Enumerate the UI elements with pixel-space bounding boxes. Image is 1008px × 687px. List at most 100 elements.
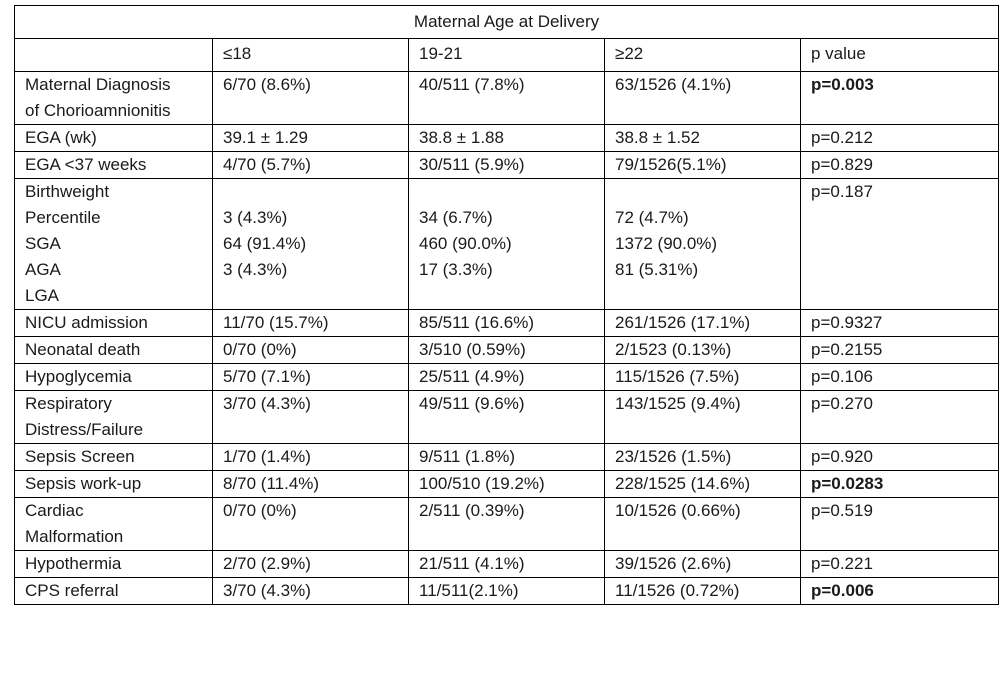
p-value-cell: p=0.212 [799,124,1000,152]
value-age-ge22-cell: 10/1526 (0.66%) [604,497,801,551]
table-title: Maternal Age at Delivery [13,5,1000,39]
value-age-ge22-line [615,179,790,205]
p-value-cell: p=0.920 [799,443,1000,471]
value-age-le18-cell: 3/70 (4.3%) [212,390,409,444]
value-age-le18-cell: 5/70 (7.1%) [212,363,409,391]
table-row: EGA (wk) 39.1 ± 1.29 38.8 ± 1.88 38.8 ± 1.5… [14,124,1000,152]
value-age-19-21-cell: 3/510 (0.59%) [408,336,605,364]
value-age-ge22-cell: 23/1526 (1.5%) [604,443,801,471]
value-age-19-21-line: 21/511 (4.1%) [419,554,525,573]
value-age-ge22-cell: 72 (4.7%) 1372 (90.0%) 81 (5.31%) [604,178,801,310]
p-value-cell: p=0.2155 [799,336,1000,364]
value-age-le18-line: 3 (4.3%) [223,260,288,279]
row-label-cell: EGA (wk) [14,124,213,152]
value-age-ge22-line: 38.8 ± 1.52 [615,128,700,147]
value-age-ge22-line: 261/1526 (17.1%) [615,313,751,332]
value-age-19-21-cell: 100/510 (19.2%) [408,470,605,498]
row-label-line: Malformation [25,527,124,546]
value-age-ge22-line: 39/1526 (2.6%) [615,554,732,573]
value-age-19-21-line: 85/511 (16.6%) [419,313,534,332]
row-label-line: Birthweight [25,182,110,201]
p-value-cell: p=0.006 [799,577,1000,605]
maternal-age-table: Maternal Age at Delivery ≤18 19-21 ≥22 p… [13,5,1000,605]
value-age-ge22-line: 23/1526 (1.5%) [615,447,732,466]
value-age-19-21-cell: 2/511 (0.39%) [408,497,605,551]
row-label-line: Respiratory [25,394,112,413]
value-age-le18-line: 2/70 (2.9%) [223,554,311,573]
value-age-ge22-line: 143/1525 (9.4%) [615,394,741,413]
row-label-line: Hypoglycemia [25,367,132,386]
row-label-cell: Birthweight Percentile SGA AGA LGA [14,178,213,310]
value-age-19-21-cell: 40/511 (7.8%) [408,71,605,125]
row-label-line: NICU admission [25,313,148,332]
value-age-ge22-cell: 11/1526 (0.72%) [604,577,801,605]
table-row: NICU admission 11/70 (15.7%) 85/511 (16.6%… [14,309,1000,337]
row-label-line: EGA <37 weeks [25,155,147,174]
table-row: Hypothermia 2/70 (2.9%) 21/511 (4.1%) 39/15… [14,550,1000,578]
row-label-line: Percentile [25,208,101,227]
value-age-ge22-cell: 228/1525 (14.6%) [604,470,801,498]
row-label-line: AGA [25,260,61,279]
value-age-19-21-line: 2/511 (0.39%) [419,501,525,520]
value-age-ge22-cell: 38.8 ± 1.52 [604,124,801,152]
value-age-19-21-cell: 30/511 (5.9%) [408,151,605,179]
table-row: Maternal Diagnosis of Chorioamnionitis 6/7… [14,71,1000,125]
value-age-le18-cell: 39.1 ± 1.29 [212,124,409,152]
value-age-le18-cell: 8/70 (11.4%) [212,470,409,498]
value-age-19-21-line: 9/511 (1.8%) [419,447,516,466]
table-row: Sepsis Screen 1/70 (1.4%) 9/511 (1.8%) 23/1… [14,443,1000,471]
table-row: Birthweight Percentile SGA AGA LGA 3 (4.3%) 6… [14,178,1000,310]
row-label-line: Cardiac [25,501,84,520]
value-age-19-21-line: 25/511 (4.9%) [419,367,525,386]
value-age-19-21-cell: 49/511 (9.6%) [408,390,605,444]
value-age-ge22-cell: 2/1523 (0.13%) [604,336,801,364]
value-age-ge22-line: 2/1523 (0.13%) [615,340,732,359]
row-label-line: of Chorioamnionitis [25,101,171,120]
row-label-line: Neonatal death [25,340,141,359]
value-age-19-21-cell: 34 (6.7%) 460 (90.0%) 17 (3.3%) [408,178,605,310]
value-age-ge22-line: 10/1526 (0.66%) [615,501,741,520]
value-age-19-21-line: 460 (90.0%) [419,234,512,253]
value-age-le18-line: 3/70 (4.3%) [223,581,311,600]
row-label-cell: Respiratory Distress/Failure [14,390,213,444]
value-age-le18-line: 1/70 (1.4%) [223,447,311,466]
value-age-19-21-line: 34 (6.7%) [419,208,493,227]
value-age-le18-line: 11/70 (15.7%) [223,313,329,332]
value-age-ge22-cell: 79/1526(5.1%) [604,151,801,179]
value-age-le18-cell: 1/70 (1.4%) [212,443,409,471]
column-header-label [14,38,213,72]
value-age-le18-cell: 3 (4.3%) 64 (91.4%) 3 (4.3%) [212,178,409,310]
value-age-19-21-line: 30/511 (5.9%) [419,155,525,174]
value-age-le18-line: 39.1 ± 1.29 [223,128,308,147]
value-age-ge22-cell: 143/1525 (9.4%) [604,390,801,444]
p-value-cell: p=0.829 [799,151,1000,179]
value-age-le18-cell: 6/70 (8.6%) [212,71,409,125]
value-age-ge22-line: 228/1525 (14.6%) [615,474,751,493]
value-age-ge22-line: 1372 (90.0%) [615,234,718,253]
table-row: Cardiac Malformation 0/70 (0%) 2/511 (0.39%… [14,497,1000,551]
value-age-19-21-line: 11/511(2.1%) [419,581,519,600]
p-value-cell: p=0.270 [799,390,1000,444]
row-label-cell: Maternal Diagnosis of Chorioamnionitis [14,71,213,125]
table-row: EGA <37 weeks 4/70 (5.7%) 30/511 (5.9%) 79/… [14,151,1000,179]
row-label-line: Sepsis work-up [25,474,142,493]
table-row: CPS referral 3/70 (4.3%) 11/511(2.1%) 11/15… [14,577,1000,605]
value-age-ge22-line: 79/1526(5.1%) [615,155,727,174]
value-age-le18-cell: 4/70 (5.7%) [212,151,409,179]
value-age-ge22-cell: 63/1526 (4.1%) [604,71,801,125]
value-age-ge22-cell: 115/1526 (7.5%) [604,363,801,391]
row-label-line: Maternal Diagnosis [25,75,171,94]
column-header-age-19-21: 19-21 [408,38,605,72]
value-age-le18-cell: 11/70 (15.7%) [212,309,409,337]
table-row: Neonatal death 0/70 (0%) 3/510 (0.59%) 2/15… [14,336,1000,364]
p-value-cell: p=0.519 [799,497,1000,551]
row-label-cell: EGA <37 weeks [14,151,213,179]
column-header-row: ≤18 19-21 ≥22 p value [14,38,1000,72]
p-value-cell: p=0.9327 [799,309,1000,337]
value-age-le18-cell: 0/70 (0%) [212,336,409,364]
row-label-cell: CPS referral [14,577,213,605]
row-label-cell: Cardiac Malformation [14,497,213,551]
row-label-line: Hypothermia [25,554,122,573]
row-label-cell: NICU admission [14,309,213,337]
value-age-19-21-cell: 25/511 (4.9%) [408,363,605,391]
